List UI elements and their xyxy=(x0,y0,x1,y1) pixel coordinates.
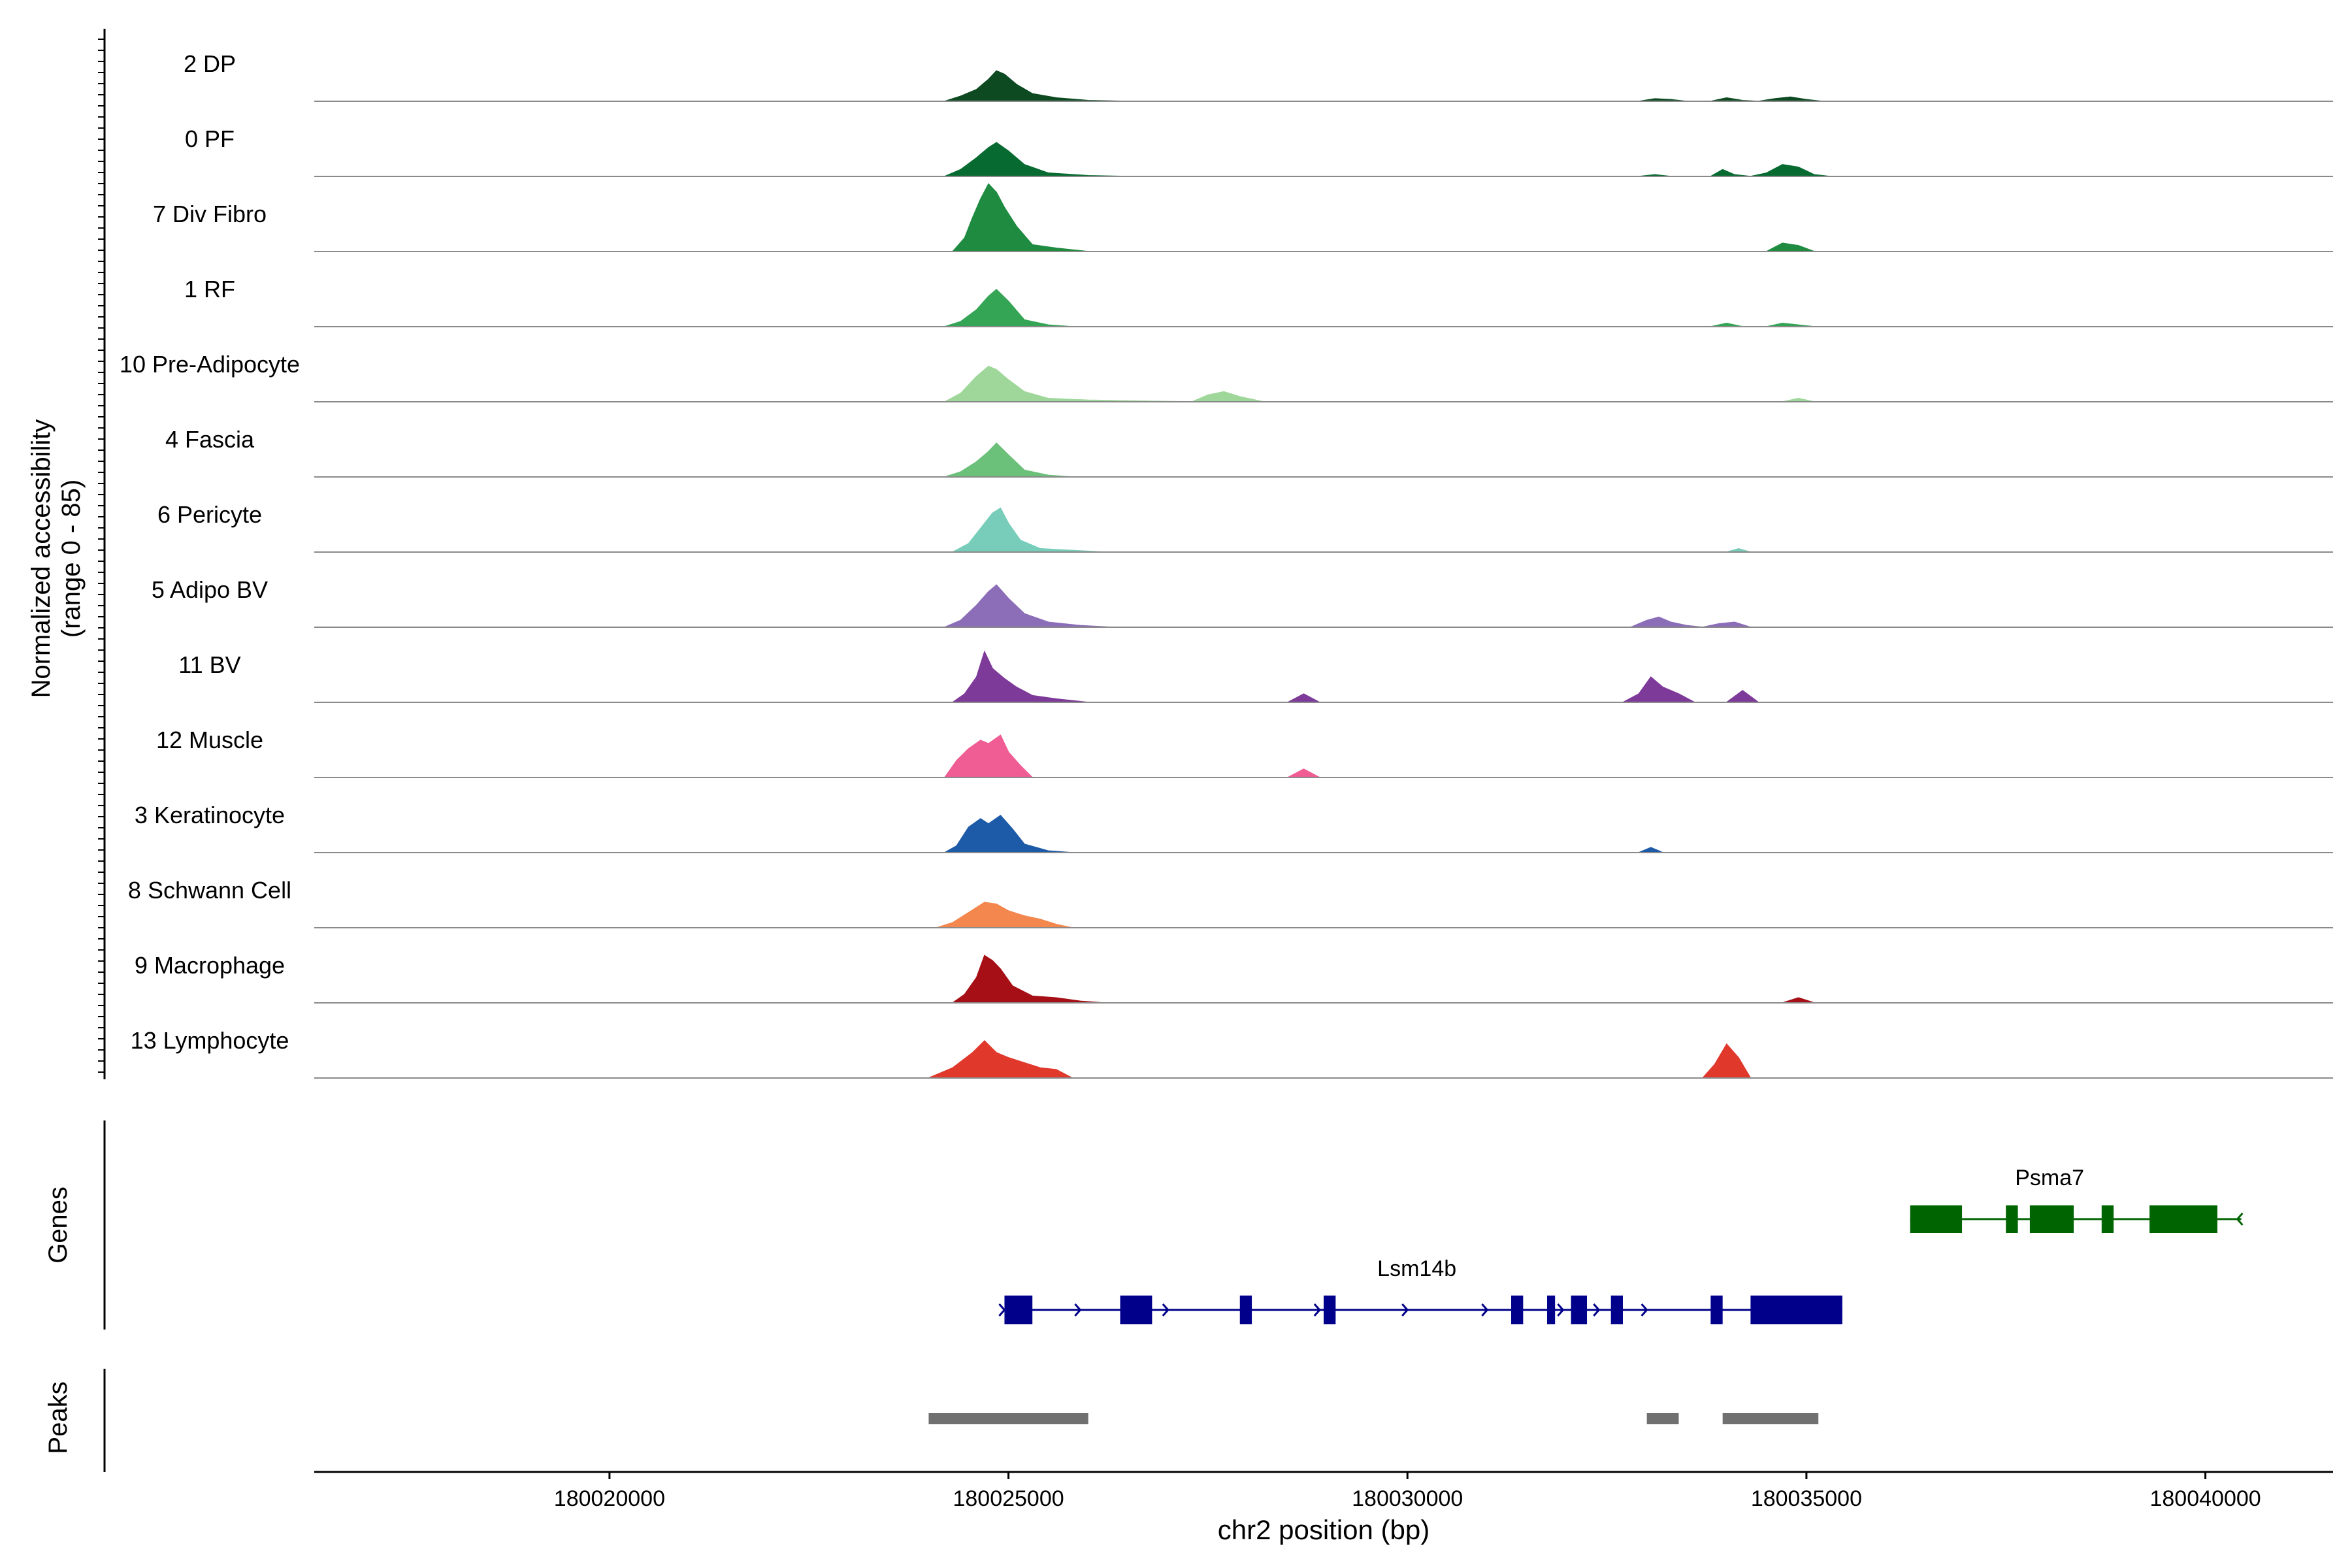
track-label: 9 Macrophage xyxy=(135,952,285,979)
track-5: 10 Pre-Adipocyte xyxy=(120,351,2333,402)
strand-arrow xyxy=(1401,1303,1409,1316)
track-12: 8 Schwann Cell xyxy=(128,877,2333,928)
genes-panel: Genes Psma7 Lsm14b xyxy=(44,1120,2244,1330)
track-area xyxy=(943,734,1320,778)
track-6: 4 Fascia xyxy=(165,426,2333,478)
gene-exon xyxy=(2149,1205,2217,1233)
track-area xyxy=(951,183,1815,252)
track-7: 6 Pericyte xyxy=(157,501,2333,553)
strand-arrow xyxy=(998,1303,1006,1316)
track-label: 13 Lymphocyte xyxy=(131,1027,289,1054)
track-area xyxy=(936,902,1073,928)
x-axis-title: chr2 position (bp) xyxy=(1218,1514,1430,1545)
gene-exon xyxy=(1324,1296,1336,1324)
gene-psma7: Psma7 xyxy=(1910,1166,2244,1233)
x-tick-label: 180035000 xyxy=(1751,1486,1862,1511)
strand-arrow xyxy=(1162,1303,1169,1316)
x-tick-label: 180030000 xyxy=(1352,1486,1463,1511)
gene-label: Lsm14b xyxy=(1377,1256,1456,1281)
gene-exon xyxy=(1120,1296,1152,1324)
track-label: 12 Muscle xyxy=(156,727,263,753)
peak-region xyxy=(928,1413,1088,1424)
genes-panel-label: Genes xyxy=(44,1186,73,1264)
strand-arrow xyxy=(1481,1303,1489,1316)
gene-exon xyxy=(1571,1296,1588,1324)
track-label: 10 Pre-Adipocyte xyxy=(120,351,300,378)
left-axis xyxy=(98,29,106,1079)
strand-arrow xyxy=(1641,1303,1648,1316)
gene-exon xyxy=(2029,1205,2074,1233)
track-13: 9 Macrophage xyxy=(135,952,2333,1004)
track-label: 0 PF xyxy=(185,125,235,152)
strand-arrow xyxy=(1557,1303,1565,1316)
track-4: 1 RF xyxy=(184,276,2333,327)
track-area xyxy=(944,442,1073,478)
strand-arrow xyxy=(2236,1213,2244,1226)
track-area xyxy=(944,289,1815,327)
track-label: 8 Schwann Cell xyxy=(128,877,291,904)
track-area xyxy=(944,584,1751,628)
gene-exon xyxy=(1610,1296,1624,1324)
track-area xyxy=(943,815,1663,853)
gene-exon xyxy=(2006,1205,2018,1233)
track-label: 6 Pericyte xyxy=(157,501,262,528)
gene-exon xyxy=(1511,1296,1524,1324)
track-label: 7 Div Fibro xyxy=(153,201,267,227)
track-3: 7 Div Fibro xyxy=(153,183,2333,252)
gene-exon xyxy=(1546,1296,1556,1324)
track-area xyxy=(951,650,1760,703)
gene-exon xyxy=(2101,1205,2114,1233)
gene-exon xyxy=(1750,1296,1842,1324)
strand-arrow xyxy=(1313,1303,1321,1316)
track-label: 1 RF xyxy=(184,276,235,302)
track-11: 3 Keratinocyte xyxy=(135,802,2333,853)
peak-region xyxy=(1646,1413,1679,1424)
gene-exon xyxy=(1004,1296,1033,1324)
track-2: 0 PF xyxy=(185,125,2333,177)
track-1: 2 DP xyxy=(184,50,2333,102)
y-axis-title: Normalized accessibility xyxy=(27,419,56,698)
track-9: 11 BV xyxy=(178,650,2333,703)
gene-exon xyxy=(1910,1205,1963,1233)
track-14: 13 Lymphocyte xyxy=(131,1027,2333,1079)
track-label: 4 Fascia xyxy=(165,426,255,453)
peaks-panel-label: Peaks xyxy=(44,1381,73,1454)
gene-lsm14b: Lsm14b xyxy=(998,1256,1842,1324)
x-tick-label: 180020000 xyxy=(554,1486,665,1511)
track-label: 11 BV xyxy=(178,651,240,678)
track-label: 5 Adipo BV xyxy=(152,576,268,603)
track-area xyxy=(944,365,1815,402)
gene-label: Psma7 xyxy=(2015,1166,2084,1190)
track-label: 2 DP xyxy=(184,50,236,77)
accessibility-tracks: 2 DP 0 PF 7 Div Fibro 1 RF 10 Pre-Adipocyte 4… xyxy=(120,50,2333,1079)
track-area xyxy=(952,507,1751,553)
track-area xyxy=(944,70,1823,102)
track-label: 3 Keratinocyte xyxy=(135,802,285,828)
track-area xyxy=(944,142,1831,177)
track-8: 5 Adipo BV xyxy=(152,576,2333,628)
strand-arrow xyxy=(1593,1303,1601,1316)
x-tick-label: 180025000 xyxy=(953,1486,1064,1511)
peaks-panel: Peaks xyxy=(44,1369,1819,1472)
y-axis-label: Normalized accessibility (range 0 - 85) xyxy=(27,419,86,698)
x-tick-label: 180040000 xyxy=(2149,1486,2261,1511)
track-10: 12 Muscle xyxy=(156,727,2333,778)
track-area xyxy=(928,1040,1752,1079)
track-area xyxy=(951,955,1815,1004)
x-axis: chr2 position (bp) 180020000 180025000 180… xyxy=(314,1471,2333,1545)
peak-region xyxy=(1722,1413,1819,1424)
gene-exon xyxy=(1239,1296,1252,1324)
gene-exon xyxy=(1710,1296,1723,1324)
y-axis-range: (range 0 - 85) xyxy=(57,480,86,638)
strand-arrow xyxy=(1074,1303,1082,1316)
